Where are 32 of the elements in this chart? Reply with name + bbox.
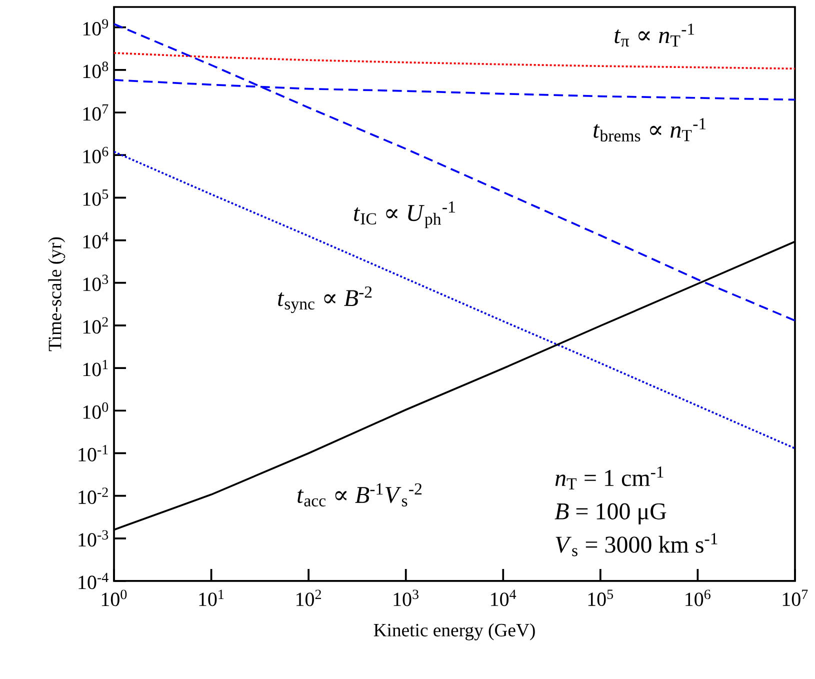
annotation: t$_{brems}$ ∝ n$_{T}$-1: [594, 118, 706, 142]
x-tick-label: 10$^{1}$: [199, 590, 224, 606]
y-tick-label: 10$^{-1}$: [78, 445, 108, 462]
y-tick-label: 10$^{9}$: [83, 19, 108, 36]
annotation: B = 100 μG: [554, 503, 666, 524]
x-axis-title: Kinetic energy (GeV): [374, 623, 535, 640]
annotation: t$_{IC}$ ∝ U$_{ph}$-1: [354, 201, 455, 228]
y-tick-label: 10$^{-2}$: [78, 488, 108, 504]
x-tick-label: 10$^{2}$: [296, 590, 321, 606]
annotation: t$_{acc}$ ∝ B$^{-1}$V$_{s}$-2: [298, 483, 422, 506]
x-tick-label: 10$^{7}$: [782, 590, 808, 606]
x-tick-label: 10$^{6}$: [686, 590, 710, 606]
y-tick-label: 10$^{8}$: [83, 62, 108, 78]
x-tick-label: 10$^{3}$: [394, 590, 418, 606]
y-tick-label: 10$^{3}$: [83, 274, 108, 292]
y-tick-label: 10$^{2}$: [83, 317, 108, 334]
annotation: t$_{sync}$ ∝ B$^{-2}$: [278, 286, 372, 314]
y-tick-label: 10$^{5}$: [83, 190, 108, 206]
y-axis-title: Time-scale (yr): [48, 237, 66, 352]
y-tick-label: 10$^{7}$: [83, 104, 108, 121]
y-tick-label: 10$^{1}$: [83, 360, 108, 376]
y-tick-label: 10$^{6}$: [83, 146, 108, 164]
y-tick-label: 10$^{-4}$: [78, 572, 108, 590]
annotation: t$_{π}$ ∝ n$_{T}$-1: [614, 24, 694, 47]
annotation: V$_{s}$ = 3000 km s$^{-1}$: [556, 533, 718, 556]
x-tick-label: 10$^{5}$: [588, 590, 614, 606]
annotation: n$_{T}$ = 1 cm$^{-1}$: [555, 466, 664, 490]
y-tick-label: 10$^{4}$: [83, 232, 108, 248]
x-tick-label: 10$^{4}$: [491, 590, 516, 606]
y-tick-label: 10$^{0}$: [83, 402, 108, 419]
x-tick-label: 10$^{0}$: [102, 590, 127, 606]
y-tick-label: 10$^{-3}$: [78, 530, 108, 547]
